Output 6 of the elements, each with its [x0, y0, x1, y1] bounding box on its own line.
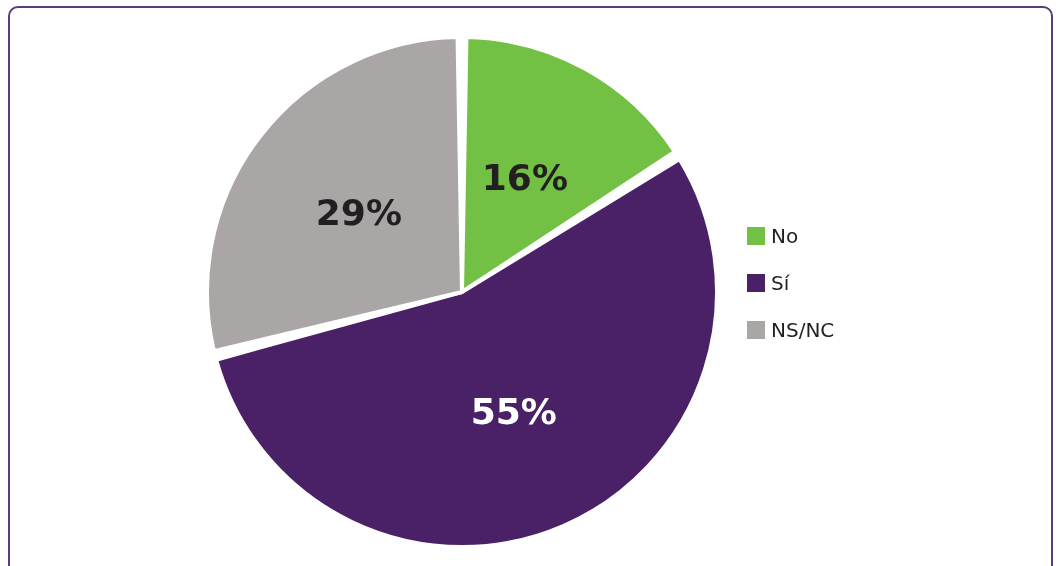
legend-label: NS/NC: [771, 318, 835, 342]
data-label: 55%: [470, 391, 557, 433]
data-label: 29%: [315, 191, 402, 233]
data-label: 16%: [481, 157, 568, 199]
legend-label: Sí: [771, 271, 791, 295]
legend-label: No: [771, 224, 799, 248]
